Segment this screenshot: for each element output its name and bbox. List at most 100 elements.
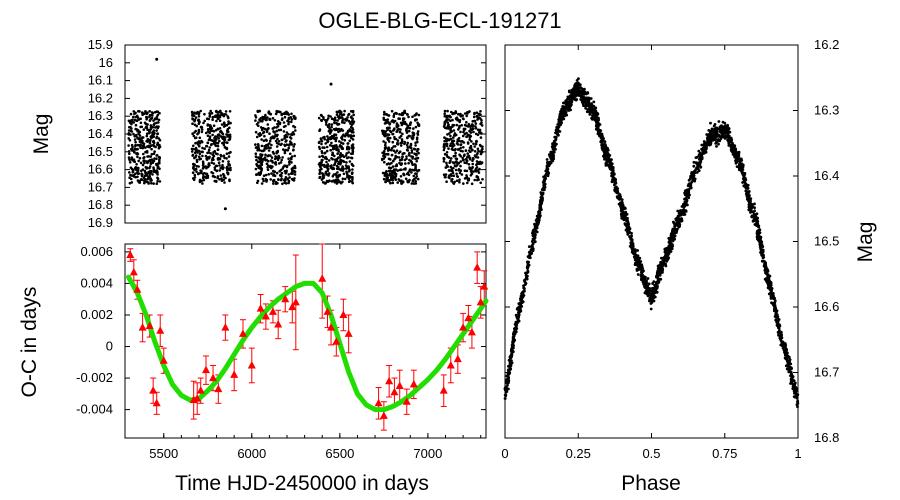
light-curve-point xyxy=(403,158,407,162)
light-curve-point xyxy=(290,141,293,145)
light-curve-point xyxy=(405,129,408,133)
phase-point xyxy=(783,351,786,354)
light-curve-point xyxy=(219,111,222,114)
light-curve-point xyxy=(475,140,478,143)
phase-point xyxy=(577,77,580,81)
light-curve-point xyxy=(476,156,480,159)
phase-point xyxy=(743,184,746,187)
light-curve-panel: 15.91616.116.216.316.416.516.616.716.816… xyxy=(30,37,487,230)
o-c-point xyxy=(344,329,353,337)
light-curve-point xyxy=(198,152,202,155)
light-curve-point xyxy=(460,173,464,176)
light-curve-point xyxy=(130,167,134,171)
phase-point xyxy=(503,397,507,400)
light-curve-point xyxy=(460,140,464,143)
o-c-xlabel: Time HJD-2450000 in days xyxy=(175,472,429,495)
light-curve-point xyxy=(396,142,399,146)
phase-point xyxy=(582,98,586,102)
light-curve-point xyxy=(459,169,463,173)
light-curve-point xyxy=(467,177,471,180)
light-curve-point xyxy=(468,146,472,150)
light-curve-point xyxy=(393,119,397,123)
light-curve-point xyxy=(192,167,195,170)
light-curve-point xyxy=(384,143,387,147)
light-curve-point xyxy=(456,175,460,178)
light-curve-point xyxy=(257,121,260,124)
light-curve-point xyxy=(341,169,345,172)
light-curve-point xyxy=(277,178,280,181)
light-curve-point xyxy=(198,136,202,140)
light-curve-point xyxy=(129,119,133,122)
light-curve-point xyxy=(210,161,213,164)
light-curve-point xyxy=(458,120,462,124)
o-c-point xyxy=(138,323,147,331)
light-curve-point xyxy=(389,130,393,134)
light-curve-point xyxy=(190,150,194,153)
light-curve-point xyxy=(341,165,344,168)
phase-point xyxy=(578,83,582,87)
light-curve-point xyxy=(334,139,338,143)
phase-point xyxy=(653,295,657,299)
light-curve-point xyxy=(196,143,200,146)
light-curve-point xyxy=(259,165,262,168)
light-curve-point xyxy=(151,114,154,117)
light-curve-point xyxy=(326,164,329,168)
light-curve-point xyxy=(263,134,266,138)
light-curve-point xyxy=(220,131,224,134)
light-curve-point xyxy=(451,118,454,122)
light-curve-point xyxy=(479,117,482,120)
o-c-point xyxy=(268,307,277,315)
phase-point xyxy=(646,277,650,280)
light-curve-point xyxy=(335,121,338,125)
light-curve-point xyxy=(452,136,455,139)
light-curve-point xyxy=(469,167,473,170)
light-curve-point xyxy=(404,162,407,165)
light-curve-outlier xyxy=(329,82,333,86)
light-curve-point xyxy=(344,164,348,167)
light-curve-point xyxy=(416,121,419,125)
light-curve-point xyxy=(446,165,450,168)
light-curve-point xyxy=(445,161,448,165)
light-curve-point xyxy=(449,137,453,141)
light-curve-ytick-label: 16.2 xyxy=(88,90,113,105)
light-curve-point xyxy=(476,115,479,119)
light-curve-point xyxy=(470,123,474,126)
light-curve-point xyxy=(156,179,159,183)
light-curve-point xyxy=(134,172,137,175)
light-curve-point xyxy=(398,150,402,153)
light-curve-point xyxy=(475,175,479,179)
light-curve-point xyxy=(330,134,334,138)
light-curve-point xyxy=(401,132,404,136)
phase-point xyxy=(584,106,587,110)
light-curve-point xyxy=(390,109,394,113)
phase-point xyxy=(717,120,721,123)
light-curve-point xyxy=(260,149,264,153)
phase-point xyxy=(779,330,783,334)
phase-point xyxy=(627,225,631,229)
light-curve-point xyxy=(287,173,291,176)
light-curve-point xyxy=(255,135,259,139)
light-curve-point xyxy=(384,130,388,133)
light-curve-point xyxy=(195,149,198,152)
light-curve-point xyxy=(292,179,296,182)
light-curve-point xyxy=(256,110,260,113)
light-curve-point xyxy=(275,150,279,154)
light-curve-point xyxy=(468,158,472,161)
light-curve-point xyxy=(351,152,355,155)
light-curve-point xyxy=(331,147,335,151)
phase-point xyxy=(692,174,696,177)
light-curve-point xyxy=(479,181,483,185)
light-curve-point xyxy=(201,150,204,154)
light-curve-point xyxy=(207,157,211,160)
light-curve-point xyxy=(330,137,333,140)
light-curve-point xyxy=(453,164,457,168)
phase-point xyxy=(796,399,800,403)
light-curve-point xyxy=(259,126,263,129)
phase-point xyxy=(709,121,712,125)
light-curve-point xyxy=(279,173,282,177)
light-curve-point xyxy=(127,119,131,123)
light-curve-point xyxy=(212,124,216,127)
phase-point xyxy=(730,138,734,142)
light-curve-point xyxy=(456,138,460,141)
light-curve-point xyxy=(294,129,297,132)
